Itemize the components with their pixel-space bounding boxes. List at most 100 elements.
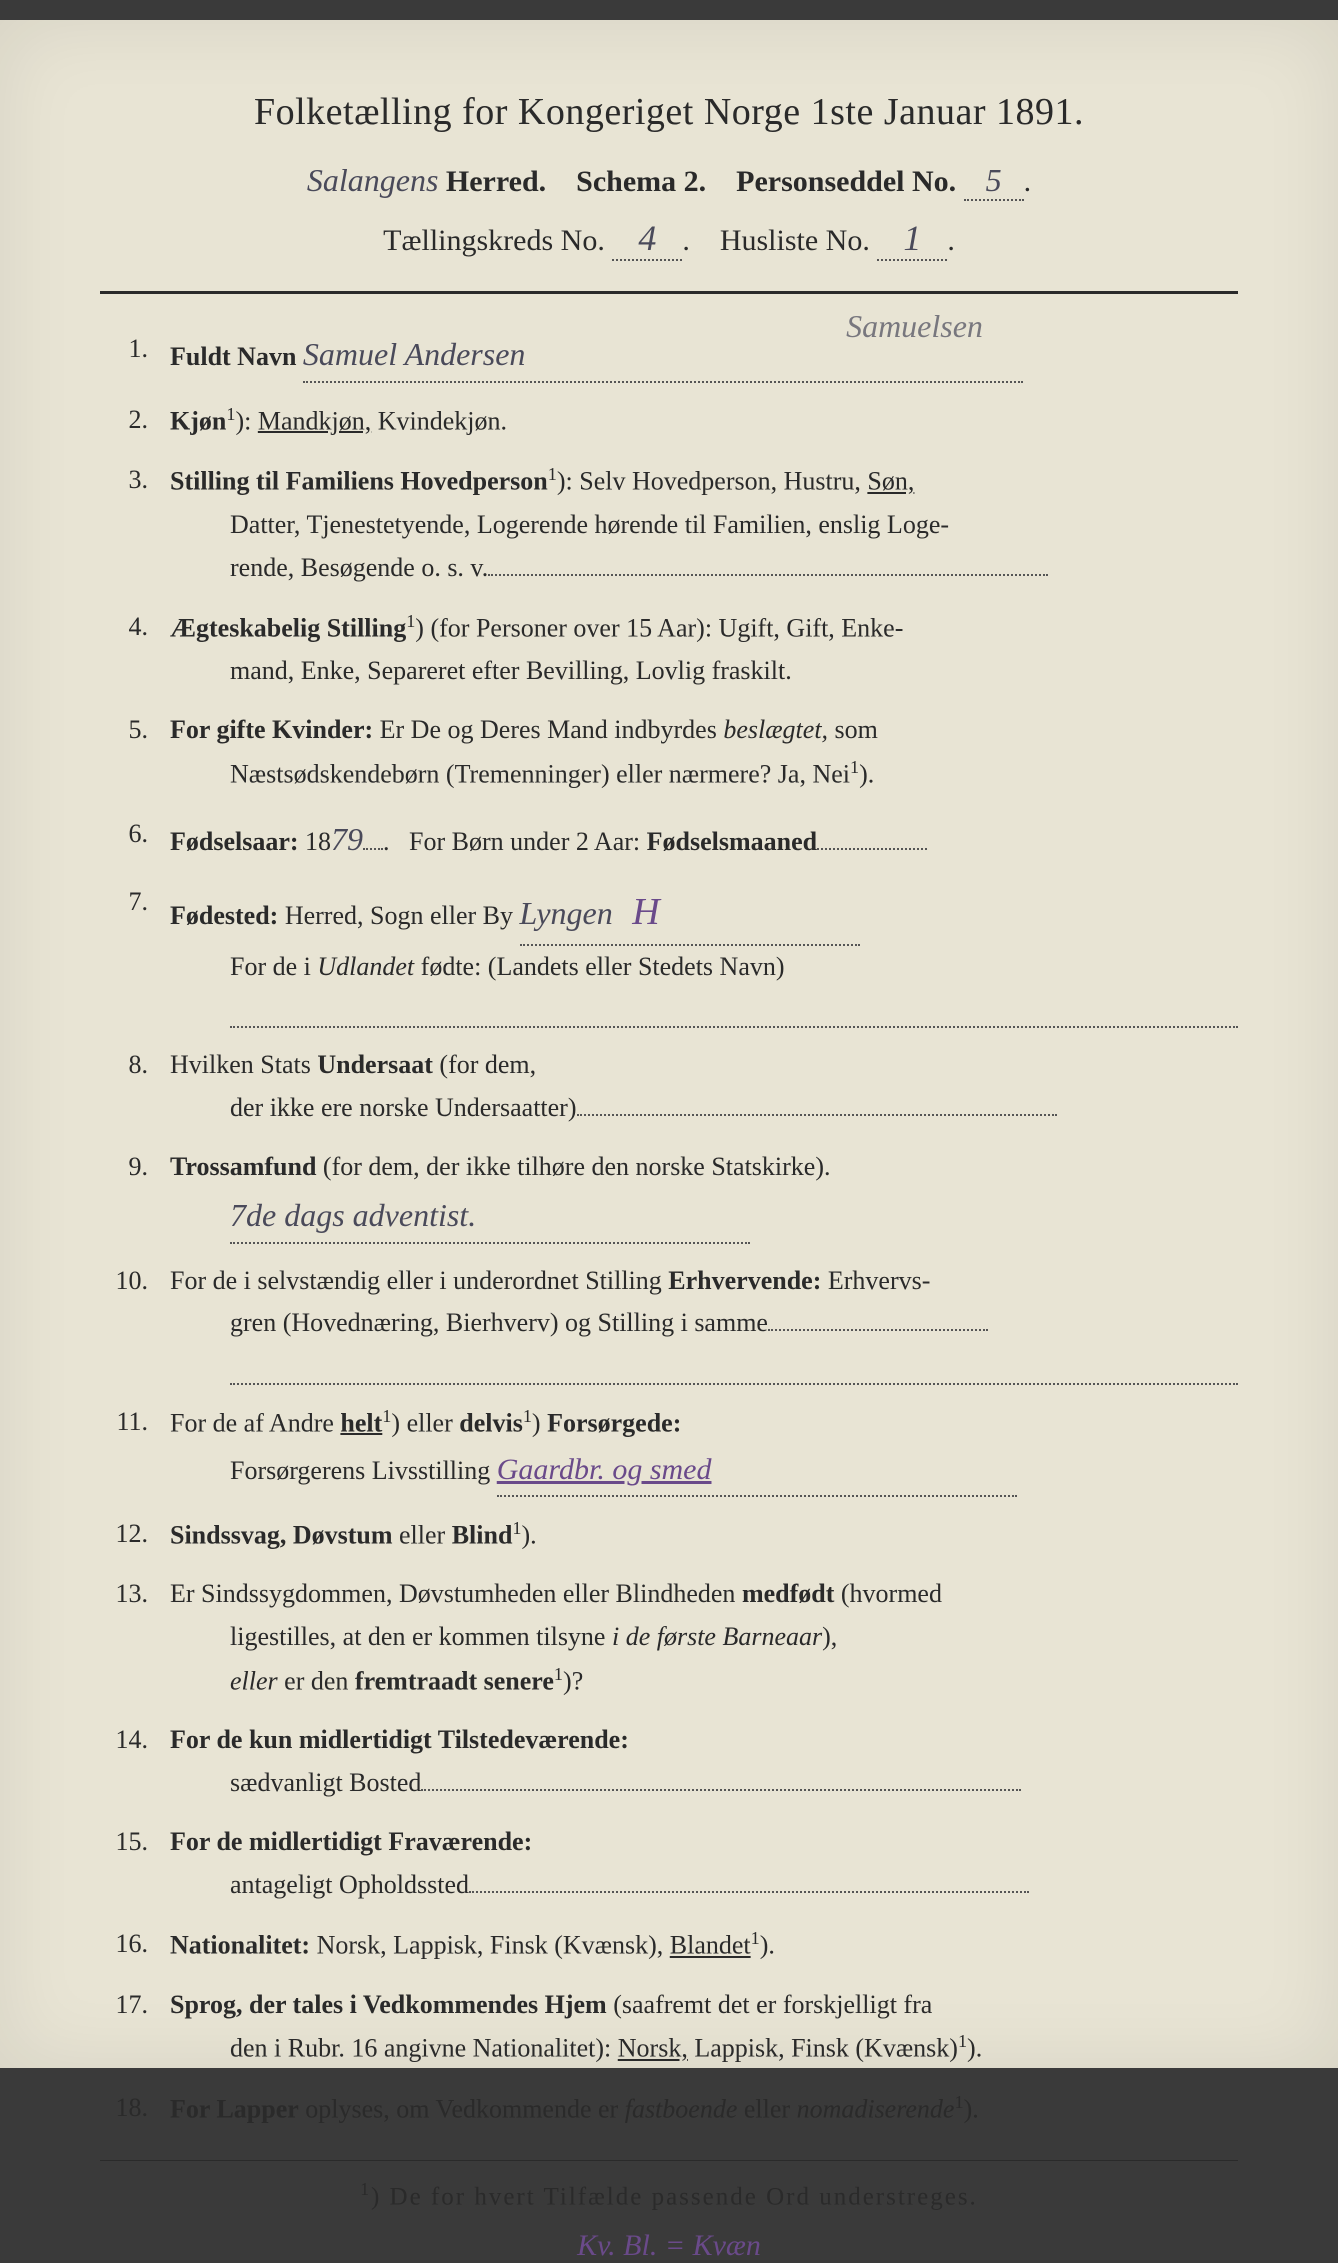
field-text: Er De og Deres Mand indbyrdes (380, 715, 717, 744)
census-form-page: Folketælling for Kongeriget Norge 1ste J… (0, 20, 1338, 2068)
field-text: (hvormed (841, 1579, 942, 1608)
religion-value: 7de dags adventist. (230, 1197, 476, 1233)
item-body: Fødested: Herred, Sogn eller By Lyngen H… (170, 881, 1238, 1028)
field-label: Forsørgede: (547, 1408, 681, 1437)
footnote-divider (100, 2160, 1238, 2161)
item-body: Nationalitet: Norsk, Lappisk, Finsk (Kvæ… (170, 1923, 1238, 1968)
field-label: Stilling til Familiens Hovedperson (170, 467, 548, 496)
field-text: For de i selvstændig eller i underordnet… (170, 1266, 662, 1295)
footnote-ref: 1 (382, 1406, 391, 1426)
field-italic: fastboende (625, 2095, 738, 2124)
footnote: 1) De for hvert Tilfælde passende Ord un… (100, 2179, 1238, 2211)
field-text: oplyses, om Vedkommende er (305, 2095, 618, 2124)
field-cont: sædvanligt Bosted (170, 1762, 1238, 1805)
field-text: eller (407, 1408, 453, 1437)
name-value: Samuel Andersen (303, 336, 525, 372)
footnote-ref: 1 (406, 611, 415, 631)
item-number: 16. (100, 1923, 170, 1968)
provider-value: Gaardbr. og smed (497, 1453, 712, 1486)
footnote-marker: 1 (360, 2179, 371, 2199)
field-label: Undersaat (317, 1050, 433, 1079)
field-label: For de kun midlertidigt Tilstedeværende: (170, 1725, 629, 1754)
field-label: Erhvervende: (668, 1266, 821, 1295)
item-9: 9. Trossamfund (for dem, der ikke tilhør… (100, 1146, 1238, 1244)
blank-line (230, 1353, 1238, 1384)
name-overwrite: Samuelsen (846, 300, 983, 353)
item-number: 5. (100, 709, 170, 796)
footnote-ref: 1 (954, 2092, 963, 2112)
field-text: Herred, Sogn eller By (285, 901, 513, 930)
item-body: Kjøn1): Mandkjøn, Kvindekjøn. (170, 399, 1238, 444)
field-cont: Datter, Tjenestetyende, Logerende hørend… (170, 504, 1238, 547)
field-cont: der ikke ere norske Undersaatter) (170, 1087, 1238, 1130)
field-cont: Forsørgerens Livsstilling Gaardbr. og sm… (170, 1445, 1238, 1497)
field-label: For gifte Kvinder: (170, 715, 373, 744)
field-label: Sindssvag, Døvstum (170, 1520, 393, 1549)
bottom-handwriting: Kv. Bl. = Kvæn (100, 2229, 1238, 2263)
item-body: For gifte Kvinder: Er De og Deres Mand i… (170, 709, 1238, 796)
item-number: 1. (100, 328, 170, 383)
item-number: 3. (100, 459, 170, 589)
item-number: 10. (100, 1260, 170, 1385)
item-number: 7. (100, 881, 170, 1028)
field-cont: ligestilles, at den er kommen tilsyne i … (170, 1616, 1238, 1659)
footnote-ref: 1 (548, 464, 557, 484)
husliste-no: 1 (903, 218, 921, 258)
field-text: Selv Hovedperson, Hustru, (579, 467, 867, 496)
item-body: Er Sindssygdommen, Døvstumheden eller Bl… (170, 1573, 1238, 1703)
item-body: Sindssvag, Døvstum eller Blind1). (170, 1513, 1238, 1558)
option-text: Kvindekjøn. (378, 406, 507, 435)
field-label: helt (340, 1408, 382, 1437)
year-prefix: 18 (305, 827, 331, 856)
field-text: eller (399, 1520, 445, 1549)
field-label: Kjøn (170, 406, 226, 435)
item-5: 5. For gifte Kvinder: Er De og Deres Man… (100, 709, 1238, 796)
item-body: For de i selvstændig eller i underordnet… (170, 1260, 1238, 1385)
item-number: 4. (100, 606, 170, 693)
field-text: For de af Andre (170, 1408, 334, 1437)
item-4: 4. Ægteskabelig Stilling1) (for Personer… (100, 606, 1238, 693)
item-body: For de af Andre helt1) eller delvis1) Fo… (170, 1401, 1238, 1497)
item-body: For de midlertidigt Fraværende: antageli… (170, 1821, 1238, 1907)
field-label: Fødselsaar: (170, 827, 299, 856)
blank-line (230, 997, 1238, 1028)
field-label: Fødested: (170, 901, 278, 930)
header-line-2: Tællingskreds No. 4. Husliste No. 1. (100, 217, 1238, 261)
field-text: For Børn under 2 Aar: (409, 827, 640, 856)
option-selected: Norsk, (618, 2034, 688, 2063)
item-body: For de kun midlertidigt Tilstedeværende:… (170, 1719, 1238, 1805)
item-body: Fuldt Navn Samuel Andersen Samuelsen (170, 328, 1238, 383)
item-body: For Lapper oplyses, om Vedkommende er fa… (170, 2087, 1238, 2132)
field-cont: rende, Besøgende o. s. v. (170, 547, 1238, 590)
field-label: Nationalitet: (170, 1931, 310, 1960)
bottom-hand-text: Kv. Bl. = Kvæn (577, 2229, 761, 2262)
husliste-label: Husliste No. (720, 224, 870, 257)
field-text: Hvilken Stats (170, 1050, 311, 1079)
item-11: 11. For de af Andre helt1) eller delvis1… (100, 1401, 1238, 1497)
form-title: Folketælling for Kongeriget Norge 1ste J… (100, 90, 1238, 134)
birthplace-value: Lyngen (520, 895, 613, 931)
field-label: Sprog, der tales i Vedkommendes Hjem (170, 1990, 607, 2019)
item-8: 8. Hvilken Stats Undersaat (for dem, der… (100, 1044, 1238, 1130)
item-13: 13. Er Sindssygdommen, Døvstumheden elle… (100, 1573, 1238, 1703)
field-label: medfødt (742, 1579, 834, 1608)
item-18: 18. For Lapper oplyses, om Vedkommende e… (100, 2087, 1238, 2132)
field-cont: mand, Enke, Separeret efter Bevilling, L… (170, 650, 1238, 693)
field-label: Fuldt Navn (170, 342, 296, 371)
item-body: Fødselsaar: 1879. For Børn under 2 Aar: … (170, 813, 1238, 866)
item-number: 17. (100, 1984, 170, 2071)
field-text: (for dem, (439, 1050, 536, 1079)
footnote-ref: 1 (512, 1518, 521, 1538)
item-3: 3. Stilling til Familiens Hovedperson1):… (100, 459, 1238, 589)
item-14: 14. For de kun midlertidigt Tilstedevære… (100, 1719, 1238, 1805)
field-italic: beslægtet, (723, 715, 828, 744)
field-label: Trossamfund (170, 1152, 316, 1181)
kreds-no: 4 (638, 218, 656, 258)
item-body: Stilling til Familiens Hovedperson1): Se… (170, 459, 1238, 589)
field-label: For Lapper (170, 2095, 299, 2124)
item-1: 1. Fuldt Navn Samuel Andersen Samuelsen (100, 328, 1238, 383)
item-number: 6. (100, 813, 170, 866)
footnote-ref: 1 (751, 1928, 760, 1948)
herred-label: Herred. (446, 165, 546, 198)
field-text: eller (744, 2095, 790, 2124)
